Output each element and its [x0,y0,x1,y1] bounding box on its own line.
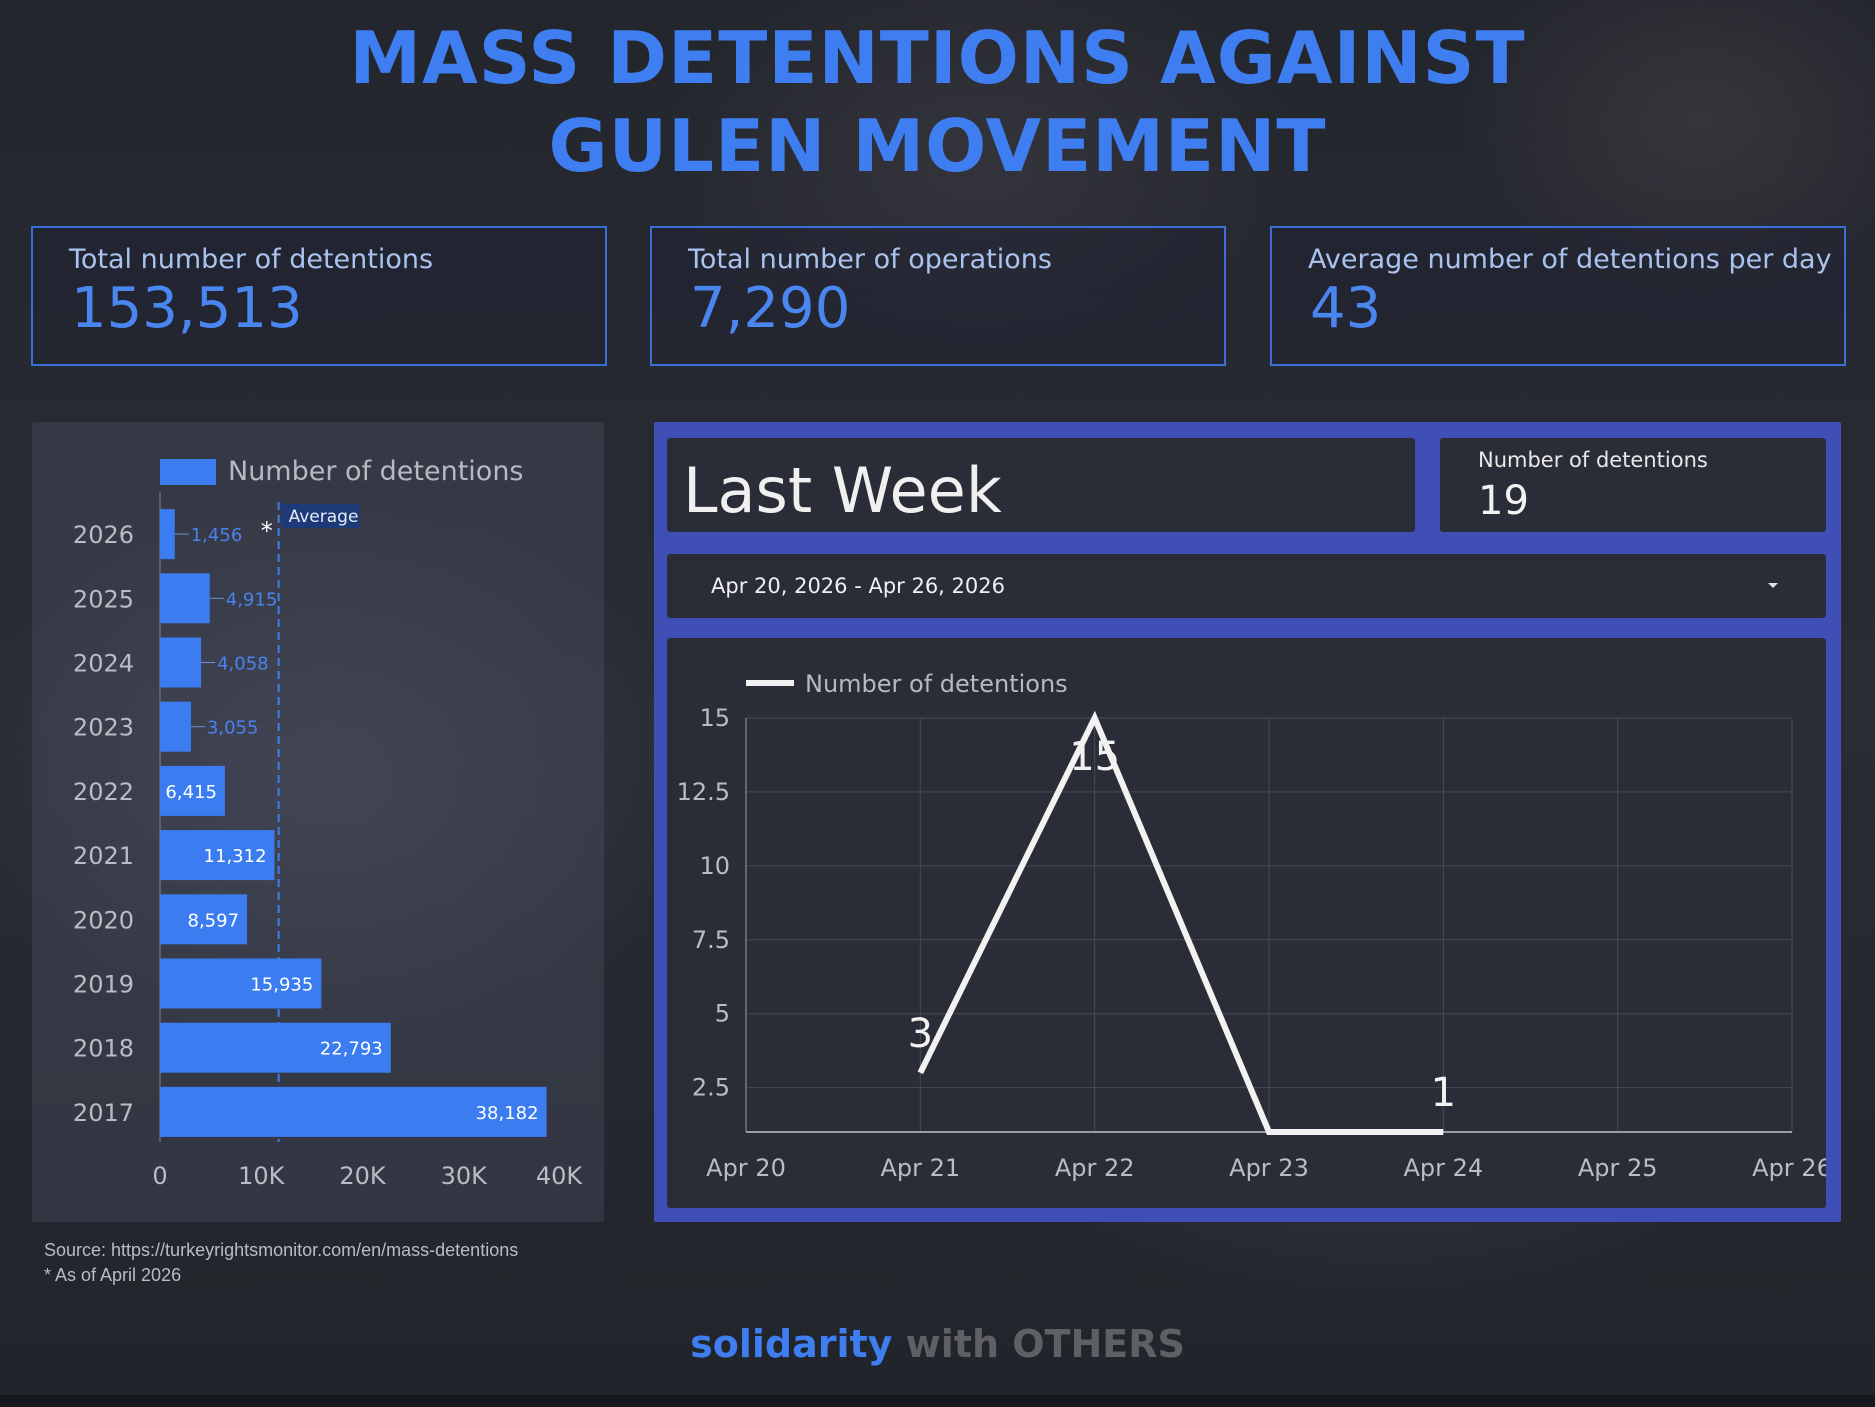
bar-value-label: 15,935 [250,975,313,996]
data-point-label: 15 [1069,734,1120,780]
y-tick-label: 2.5 [692,1074,730,1102]
bar [160,958,322,1009]
x-tick-label: 0 [152,1162,167,1190]
category-label: 2018 [73,1035,134,1063]
kpi-total-operations: Total number of operations 7,290 [650,226,1226,366]
yearly-detentions-bar-chart: Number of detentions Average 2026 1,456 * 202… [73,456,584,1190]
bar [160,573,210,624]
x-tick-label: Apr 24 [1403,1154,1483,1182]
kpi-label: Total number of operations [688,244,1052,275]
daily-detentions-chart-box: Number of detentions 2.5 5 7.5 10 12.5 15 Apr 2… [667,638,1832,1208]
x-tick-label: Apr 23 [1229,1154,1309,1182]
bar [160,1086,547,1137]
as-of-text: * As of April 2026 [44,1265,182,1285]
x-tick-label: 20K [339,1162,387,1190]
x-tick-label: Apr 22 [1055,1154,1135,1182]
title-line-2: GULEN MOVEMENT [548,104,1327,188]
x-tick-label: Apr 20 [706,1154,786,1182]
y-tick-label: 15 [699,704,730,732]
average-label-bg [281,504,360,528]
bottom-strip [0,1395,1875,1407]
chevron-down-icon[interactable] [1768,583,1778,588]
category-label: 2021 [73,842,134,870]
bar-value-label: 1,456 [191,525,243,546]
bar [160,509,175,560]
legend-label: Number of detentions [805,670,1068,698]
last-week-panel: Last Week Number of detentions 19 Apr 20… [654,422,1841,1222]
data-point-label: 3 [908,1011,933,1057]
source-text: Source: https://turkeyrightsmonitor.com/… [44,1240,519,1260]
x-tick-label: 30K [441,1162,489,1190]
last-week-title: Last Week [683,454,1002,527]
title-line-1: MASS DETENTIONS AGAINST [349,16,1526,100]
date-range-text: Apr 20, 2026 - Apr 26, 2026 [711,574,1005,598]
kpi-value: 7,290 [690,276,851,341]
bar-footnote-mark: * [261,517,273,545]
bar-value-label: 6,415 [165,782,217,803]
category-label: 2024 [73,650,134,678]
yearly-detentions-panel: Number of detentions Average 2026 1,456 * 202… [32,422,604,1222]
date-range-selector[interactable]: Apr 20, 2026 - Apr 26, 2026 [667,554,1826,618]
bar [160,894,248,945]
bar-value-label: 8,597 [188,910,240,931]
kpi-average-per-day: Average number of detentions per day 43 [1270,226,1846,366]
average-label: Average [289,507,359,527]
category-label: 2019 [73,971,134,999]
bar-value-label: 3,055 [207,718,259,739]
kpi-label: Average number of detentions per day [1308,244,1832,275]
bar-value-label: 38,182 [476,1103,539,1124]
y-tick-label: 5 [715,1000,730,1028]
page-title: MASS DETENTIONS AGAINST GULEN MOVEMENT [0,14,1875,190]
legend-swatch [160,459,216,485]
last-week-title-box: Last Week [667,438,1415,532]
kpi-value: 43 [1310,276,1382,341]
category-label: 2026 [73,521,134,549]
y-tick-label: 7.5 [692,926,730,954]
bar-value-label: 4,915 [226,589,278,610]
kpi-label: Total number of detentions [69,244,434,275]
x-tick-label: Apr 21 [880,1154,960,1182]
x-tick-label: Apr 26 [1752,1154,1826,1182]
category-label: 2023 [73,714,134,742]
y-tick-label: 12.5 [677,778,730,806]
series-line [917,710,1444,1135]
bar [160,765,225,816]
bar [160,637,202,688]
category-label: 2020 [73,906,134,934]
x-tick-label: 40K [536,1162,584,1190]
brand-with-others: with OTHERS [905,1322,1185,1366]
x-tick-label: Apr 25 [1578,1154,1658,1182]
x-tick-label: 10K [238,1162,286,1190]
kpi-value: 153,513 [71,276,303,341]
bar-value-label: 11,312 [204,846,267,867]
category-label: 2022 [73,778,134,806]
kpi-total-detentions: Total number of detentions 153,513 [31,226,607,366]
bar-value-label: 4,058 [217,654,269,675]
source-note: Source: https://turkeyrightsmonitor.com/… [44,1238,518,1288]
last-week-count-label: Number of detentions [1478,448,1708,472]
legend-label: Number of detentions [228,456,524,487]
y-tick-label: 10 [699,852,730,880]
category-label: 2017 [73,1099,134,1127]
daily-detentions-line-chart: Number of detentions 2.5 5 7.5 10 12.5 15 Apr 2… [677,670,1832,1182]
bar-value-label: 22,793 [320,1039,383,1060]
category-label: 2025 [73,585,134,613]
last-week-count-value: 19 [1478,478,1529,524]
bar [160,1022,391,1073]
bar [160,830,275,881]
data-point-label: 1 [1431,1070,1456,1116]
footer-brand: solidarity with OTHERS [0,1322,1875,1366]
brand-solidarity: solidarity [690,1322,893,1366]
bar [160,701,191,752]
last-week-count-box: Number of detentions 19 [1440,438,1826,532]
